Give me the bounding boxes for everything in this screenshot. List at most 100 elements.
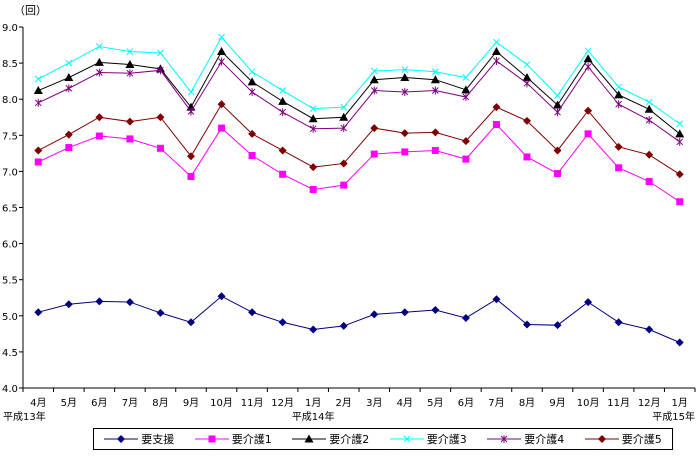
data-point: [523, 153, 531, 161]
data-point: [248, 68, 256, 76]
data-point: [187, 152, 195, 161]
year-label: 平成14年: [292, 410, 335, 423]
data-point: [645, 98, 653, 106]
marker-stroke: [65, 59, 73, 67]
data-point: [217, 47, 227, 56]
data-point: [554, 92, 561, 99]
data-point: [493, 38, 500, 46]
data-point: [645, 325, 654, 334]
data-point: [217, 292, 226, 301]
legend-marker: [117, 435, 126, 443]
data-point: [615, 100, 622, 109]
data-point: [34, 98, 42, 107]
data-point: [125, 298, 134, 307]
legend-marker-icon: [584, 435, 619, 443]
x-tick-label: 9月: [183, 397, 199, 409]
data-point: [126, 48, 134, 55]
marker-stroke: [432, 68, 439, 76]
series-line: [38, 50, 681, 135]
y-tick-label: 8.0: [2, 95, 18, 106]
legend-item: 要介護4: [487, 431, 564, 447]
legend-item: 要介護2: [292, 431, 369, 447]
legend-marker-icon: [292, 434, 327, 443]
data-point: [462, 93, 470, 102]
data-point: [615, 164, 623, 172]
data-point: [217, 100, 226, 109]
legend-marker-icon: [104, 435, 139, 443]
data-point: [64, 130, 73, 139]
y-unit-label: （回）: [14, 4, 47, 17]
data-point: [554, 108, 561, 117]
data-point: [95, 297, 104, 306]
data-point: [278, 146, 287, 155]
data-point: [523, 116, 531, 125]
data-point: [401, 87, 409, 96]
x-tick-label: 8月: [152, 397, 168, 409]
data-point: [370, 124, 379, 133]
y-tick-label: 8.5: [2, 59, 18, 70]
x-tick-label: 6月: [458, 397, 474, 409]
data-point: [218, 57, 225, 66]
data-point: [584, 298, 593, 307]
legend-item: 要介護3: [389, 431, 467, 447]
data-point: [34, 75, 42, 83]
data-point: [339, 321, 348, 330]
data-point: [95, 132, 103, 140]
data-point: [584, 106, 593, 115]
data-point: [675, 338, 684, 347]
axes: [19, 26, 696, 392]
x-tick-label: 6月: [91, 397, 107, 409]
data-point: [340, 124, 348, 133]
marker-stroke: [279, 87, 286, 94]
data-point: [400, 129, 409, 138]
y-tick-label: 9.0: [2, 23, 18, 34]
data-point: [553, 100, 563, 109]
marker-stroke: [615, 83, 622, 91]
x-tick-label: 5月: [61, 397, 77, 409]
data-point: [675, 170, 684, 179]
x-tick-label: 7月: [122, 397, 138, 409]
data-point: [645, 116, 653, 125]
data-point: [125, 117, 134, 126]
data-point: [157, 66, 164, 75]
data-point: [34, 146, 43, 155]
data-point: [584, 62, 592, 71]
data-point: [309, 163, 318, 172]
legend-marker: [304, 434, 314, 443]
legend-label: 要介護5: [621, 433, 662, 446]
data-point: [156, 308, 165, 317]
legend-marker-icon: [389, 435, 424, 443]
legend-marker-icon: [487, 435, 522, 443]
data-point: [309, 124, 317, 133]
legend-marker: [403, 435, 411, 443]
data-point: [33, 86, 43, 95]
marker-stroke: [309, 105, 317, 112]
marker-stroke: [554, 92, 561, 99]
marker-stroke: [401, 66, 409, 73]
data-point: [187, 88, 195, 96]
data-point: [248, 129, 257, 138]
data-point: [492, 103, 501, 112]
data-point: [340, 181, 348, 189]
data-point: [522, 73, 532, 82]
legend: 要支援 要介護1 要介護2 要介護3 要介護4 要介護5: [93, 428, 673, 450]
x-tick-label: 1月: [672, 397, 688, 409]
data-point: [461, 137, 470, 146]
y-tick-label: 6.0: [2, 240, 18, 251]
data-point: [309, 105, 317, 112]
x-tick-label: 4月: [397, 397, 413, 409]
data-point: [65, 144, 73, 152]
data-point: [553, 146, 562, 155]
data-point: [156, 144, 164, 152]
marker-stroke: [96, 43, 103, 50]
data-point: [400, 73, 410, 82]
data-point: [187, 318, 195, 327]
data-point: [96, 43, 103, 50]
marker-stroke: [34, 75, 42, 83]
data-point: [676, 120, 684, 128]
data-point: [614, 90, 624, 99]
legend-label: 要介護3: [426, 433, 467, 446]
marker-stroke: [218, 33, 225, 41]
marker-stroke: [403, 435, 411, 443]
data-point: [493, 56, 500, 65]
